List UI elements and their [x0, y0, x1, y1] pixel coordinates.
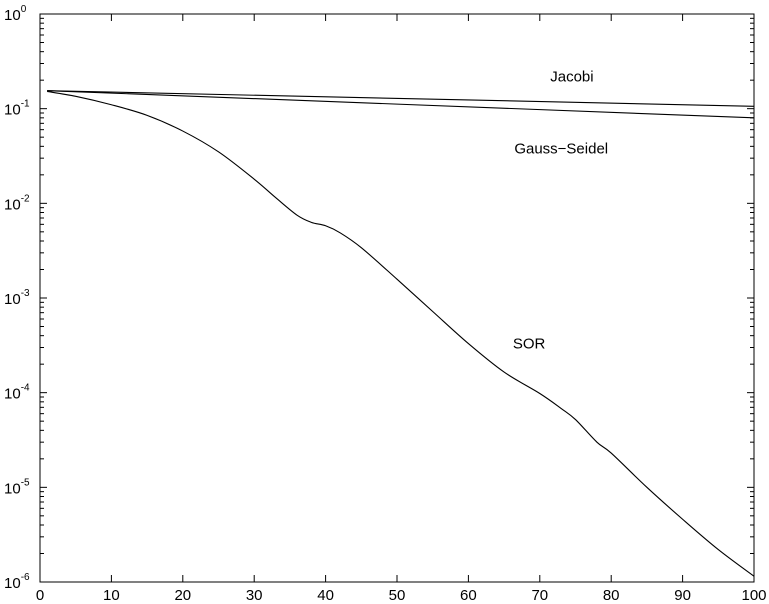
series-labels: Jacobi Gauss−Seidel SOR	[513, 68, 608, 352]
x-tick-label: 70	[531, 587, 548, 604]
y-tick-exponent: -3	[21, 288, 30, 299]
y-tick-exponent: -4	[21, 383, 30, 394]
y-tick-label: 10-3	[4, 288, 30, 308]
y-tick-label: 10-6	[4, 572, 30, 592]
x-tick-label: 90	[674, 587, 691, 604]
series-label-gauss-seidel: Gauss−Seidel	[514, 140, 608, 157]
x-tick-label: 20	[174, 587, 191, 604]
series-label-sor: SOR	[513, 336, 546, 353]
y-tick-label: 10-5	[4, 477, 30, 497]
y-tick-exponent: -6	[21, 572, 30, 583]
y-tick-base: 10	[4, 102, 21, 119]
y-tick-exponent: 0	[21, 4, 27, 15]
y-tick-exponent: -5	[21, 477, 30, 488]
y-tick-base: 10	[4, 291, 21, 308]
y-tick-exponent: -2	[21, 193, 30, 204]
x-tick-label: 40	[317, 587, 334, 604]
y-tick-base: 10	[4, 386, 21, 403]
series-lines	[47, 90, 755, 577]
plot-frame	[39, 13, 755, 583]
x-tick-label: 80	[603, 587, 620, 604]
series-line-jacobi	[47, 90, 755, 107]
x-tick-label: 50	[389, 587, 406, 604]
y-tick-exponent: -1	[21, 99, 30, 110]
x-tick-label: 100	[741, 587, 766, 604]
y-tick-label: 100	[4, 4, 27, 24]
x-tick-label: 60	[460, 587, 477, 604]
series-label-jacobi: Jacobi	[550, 68, 593, 85]
x-tick-label: 0	[36, 587, 44, 604]
y-tick-label: 10-2	[4, 193, 30, 213]
x-tick-labels: 0 10 20 30 40 50 60 70 80 90 100	[36, 587, 767, 604]
y-tick-label: 10-1	[4, 99, 30, 119]
y-tick-base: 10	[4, 480, 21, 497]
y-tick-base: 10	[4, 196, 21, 213]
x-tick-label: 30	[246, 587, 263, 604]
series-line-gauss-seidel	[47, 90, 755, 119]
y-tick-label: 10-4	[4, 383, 30, 403]
axis-ticks	[39, 13, 755, 583]
y-tick-base: 10	[4, 7, 21, 24]
x-tick-label: 10	[103, 587, 120, 604]
series-line-sor	[47, 90, 755, 577]
y-tick-base: 10	[4, 575, 21, 592]
